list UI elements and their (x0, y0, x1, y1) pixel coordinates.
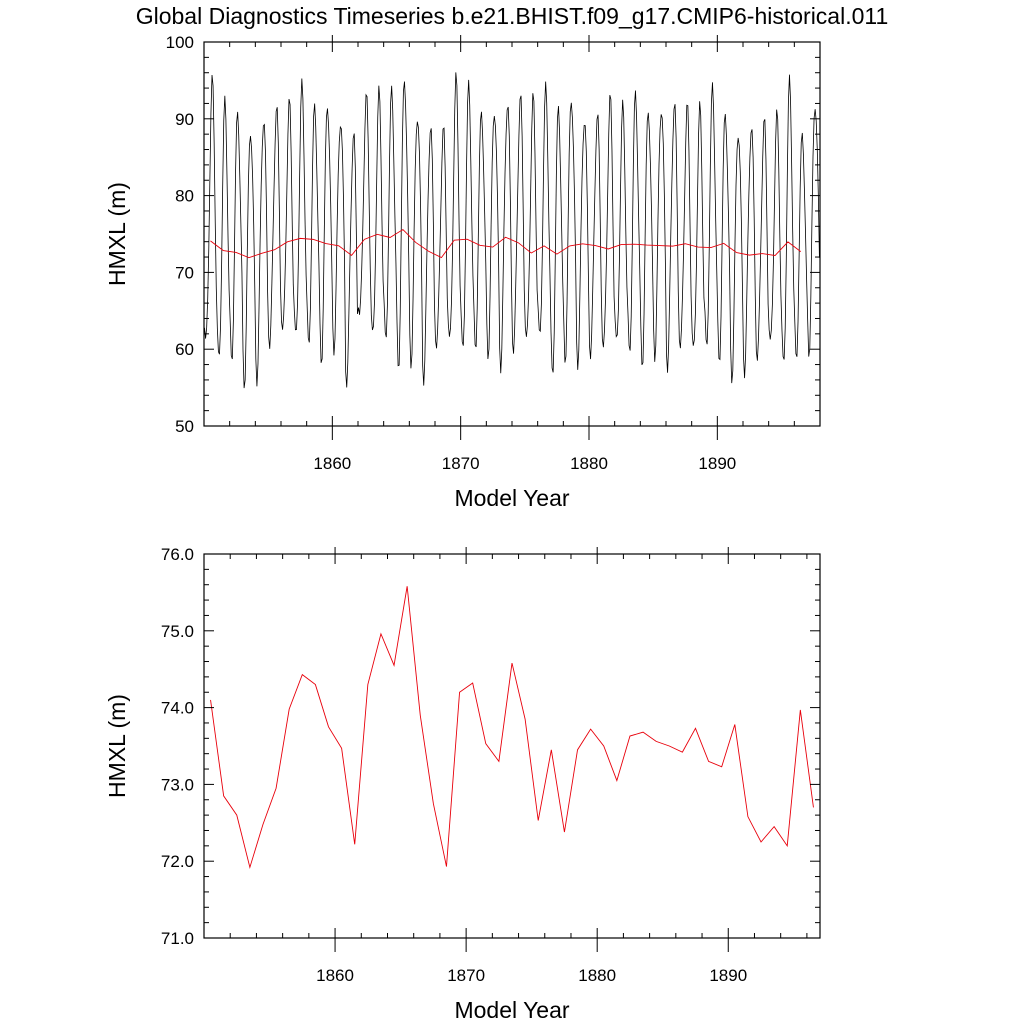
bottom-plot-frame (203, 553, 821, 939)
top-y-tick-label: 70 (175, 263, 194, 282)
top-series-annual-line (210, 228, 802, 259)
bottom-y-axis-label: HMXL (m) (104, 694, 130, 798)
top-y-tick-label: 90 (175, 110, 194, 129)
bottom-y-tick-label: 71.0 (161, 929, 194, 948)
bottom-y-tick-label: 75.0 (161, 622, 194, 641)
bottom-x-tick-label: 1890 (709, 966, 747, 985)
top-x-tick-label: 1880 (570, 454, 608, 473)
top-x-axis-label: Model Year (454, 485, 569, 511)
top-y-tick-label: 80 (175, 187, 194, 206)
top-y-axis-label: HMXL (m) (104, 182, 130, 286)
top-y-tick-label: 50 (175, 417, 194, 436)
bottom-x-axis-label: Model Year (454, 997, 569, 1023)
top-series-monthly-line (204, 72, 820, 389)
top-x-tick-label: 1890 (698, 454, 736, 473)
bottom-y-tick-label: 74.0 (161, 699, 194, 718)
top-y-tick-label: 100 (166, 33, 194, 52)
bottom-y-tick-label: 72.0 (161, 852, 194, 871)
bottom-x-tick-label: 1870 (447, 966, 485, 985)
top-x-tick-label: 1870 (442, 454, 480, 473)
top-x-tick-label: 1860 (313, 454, 351, 473)
bottom-y-tick-label: 76.0 (161, 545, 194, 564)
bottom-y-tick-label: 73.0 (161, 775, 194, 794)
top-plot-frame (203, 41, 821, 427)
bottom-panel: Model Year HMXL (m) 71.0 72.0 73.0 74.0 75.0… (104, 545, 821, 1023)
figure-title: Global Diagnostics Timeseries b.e21.BHIS… (136, 3, 889, 29)
bottom-x-tick-label: 1860 (316, 966, 354, 985)
top-y-tick-label: 60 (175, 340, 194, 359)
bottom-series-annual-line (210, 586, 814, 870)
bottom-x-tick-label: 1880 (578, 966, 616, 985)
top-panel: Model Year HMXL (m) 50 60 70 80 90 100 1860 187… (104, 33, 821, 511)
